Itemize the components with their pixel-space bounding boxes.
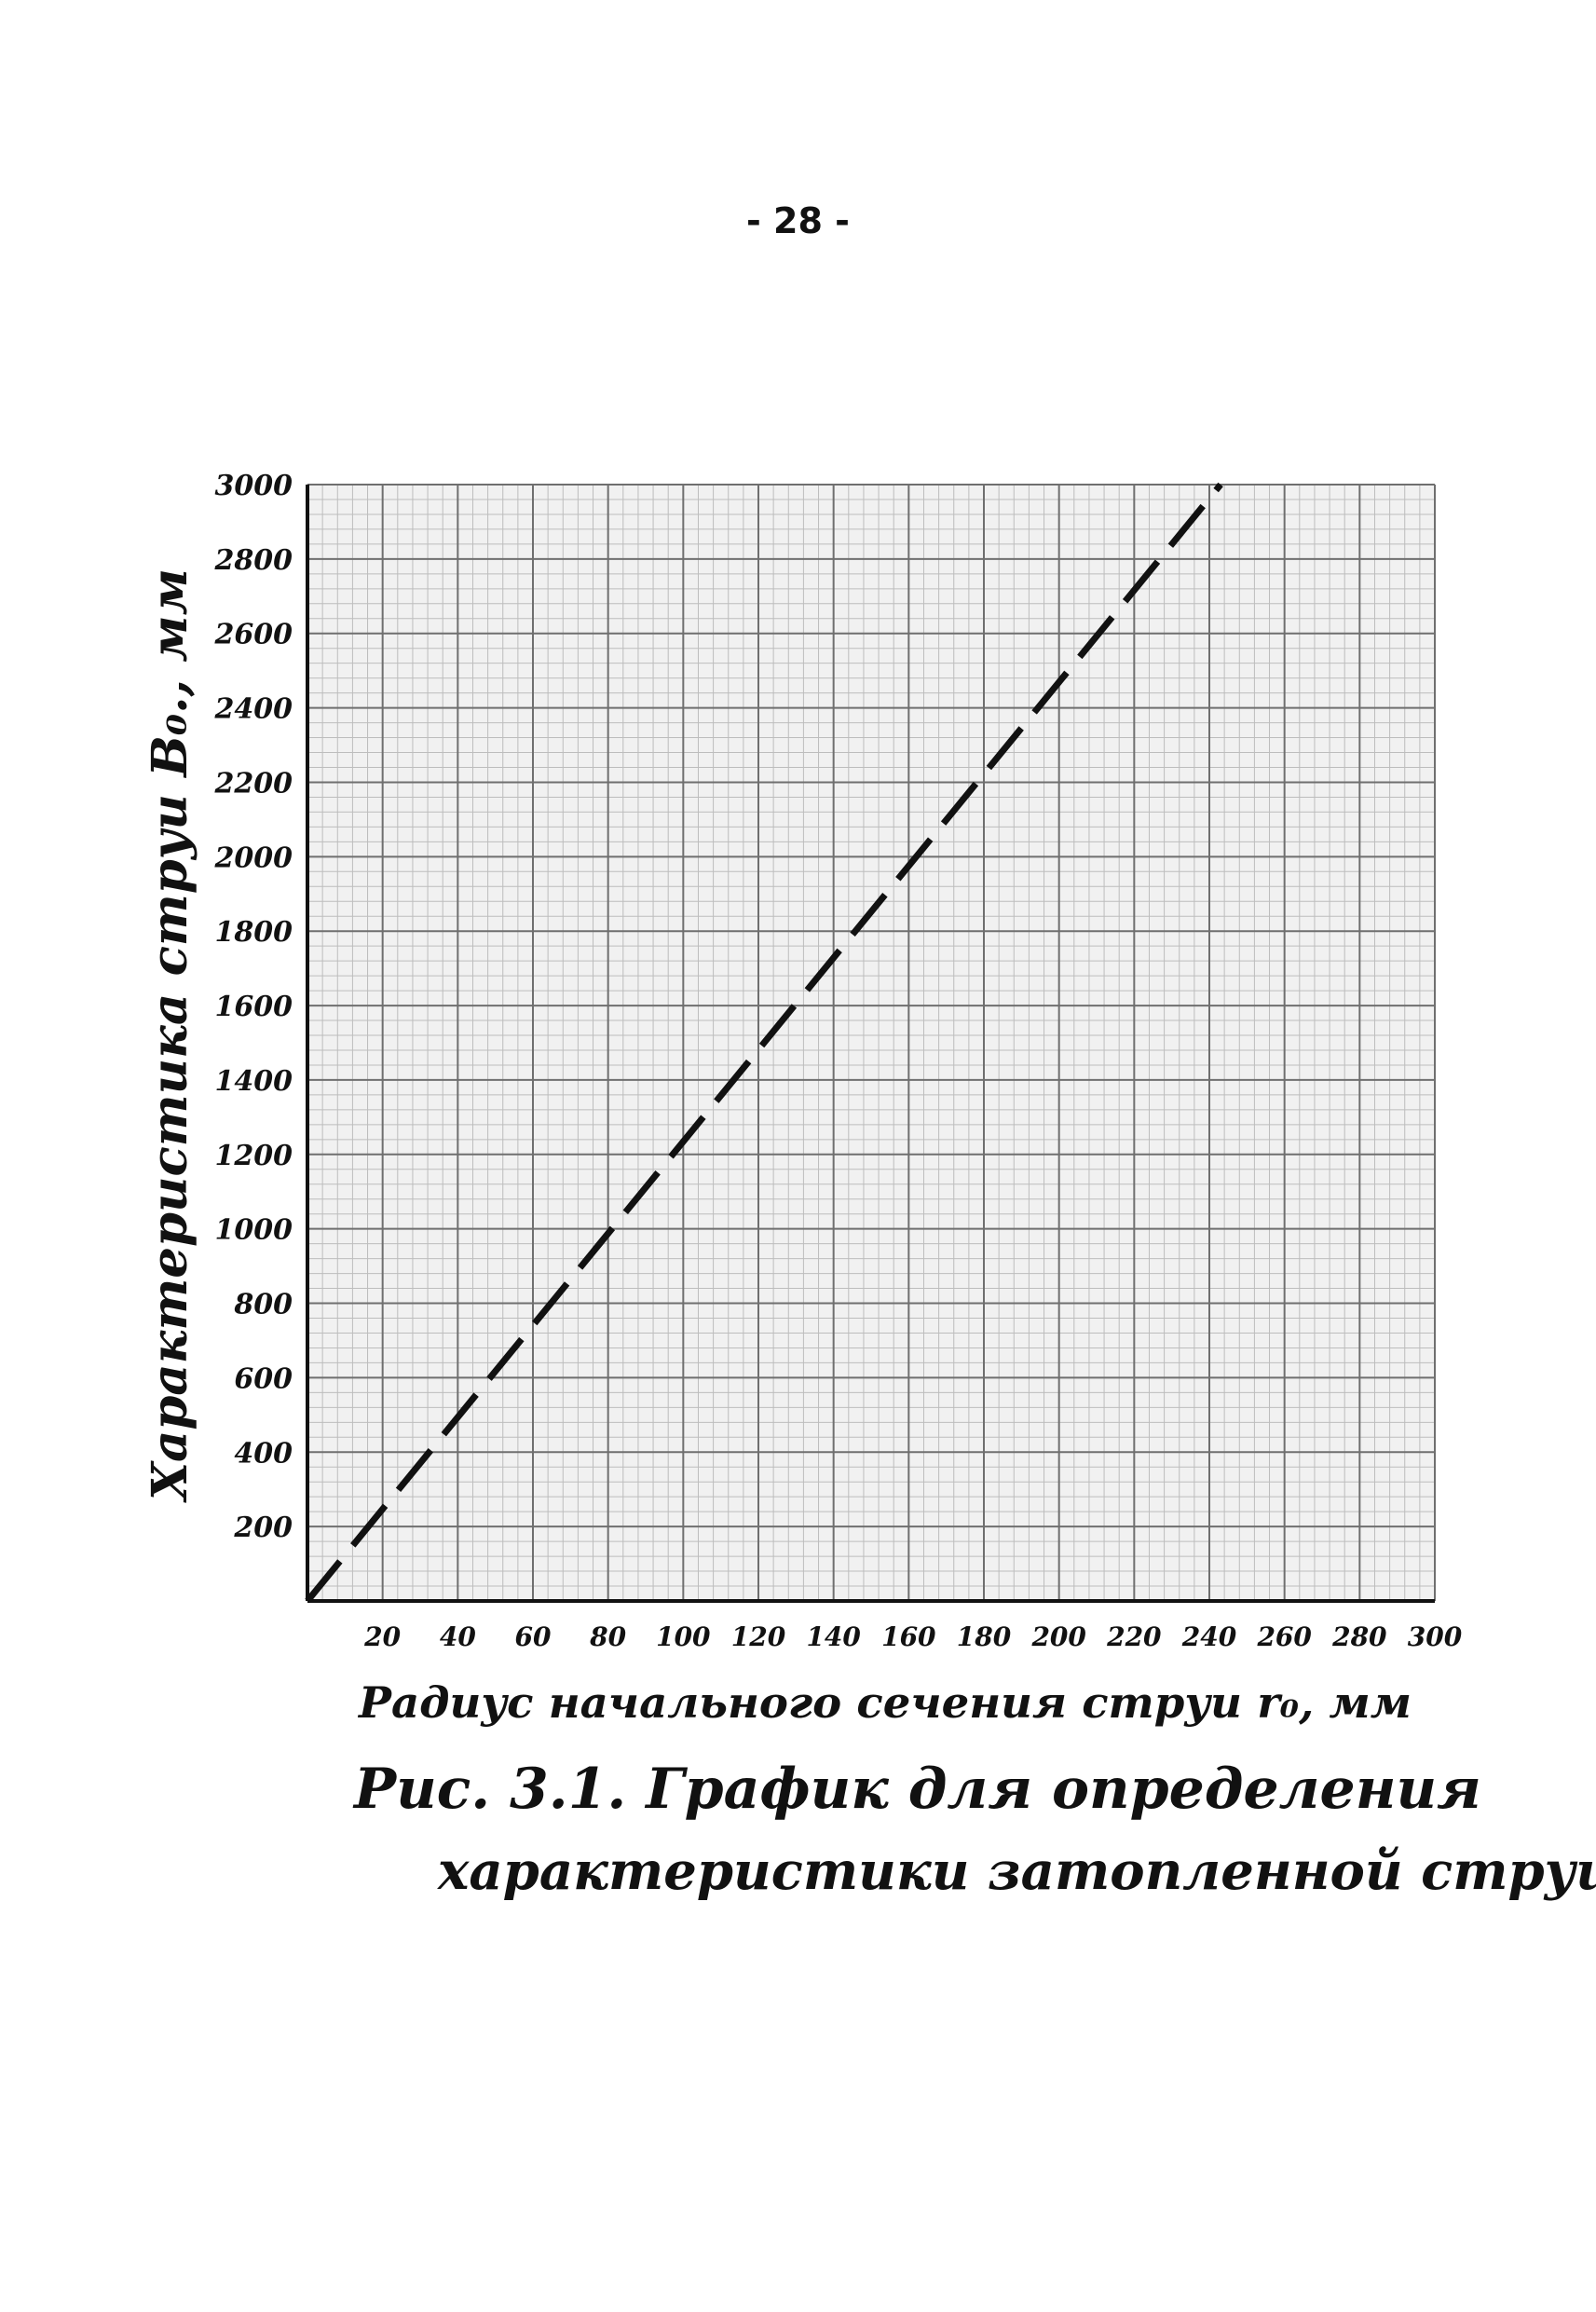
x-tick-label: 60 <box>515 1621 552 1652</box>
x-tick-label: 20 <box>363 1621 401 1652</box>
figure-caption-line-1: Рис. 3.1. График для определения <box>354 1757 1481 1822</box>
y-tick-label: 800 <box>233 1289 293 1321</box>
x-tick-label: 100 <box>656 1621 711 1652</box>
y-tick-label: 1600 <box>215 991 293 1023</box>
axes <box>306 485 1435 1603</box>
x-tick-label: 300 <box>1408 1621 1463 1652</box>
x-tick-label: 160 <box>881 1621 936 1652</box>
x-tick-label: 120 <box>731 1621 786 1652</box>
y-tick-label: 3000 <box>215 470 293 502</box>
page-number: - 28 - <box>746 200 850 241</box>
y-tick-label: 2400 <box>214 693 293 726</box>
grid-major <box>307 484 1436 1602</box>
x-tick-labels: 20 40 60 80 100 120 140 160 180 200 220 240 260 280 30… <box>363 1621 1463 1652</box>
y-tick-labels: 200 400 600 800 1000 1200 1400 1600 1800 2000 2200… <box>214 470 293 1544</box>
series-line-0 <box>305 482 1223 1604</box>
x-axis-label: Радиус начального сечения струи r₀, мм <box>357 1677 1412 1728</box>
x-tick-label: 260 <box>1256 1621 1312 1652</box>
y-tick-label: 2200 <box>214 767 293 800</box>
figure-caption-line-2: характеристики затопленной струи. <box>438 1840 1596 1902</box>
x-tick-label: 200 <box>1030 1621 1086 1652</box>
y-tick-label: 1800 <box>215 916 293 949</box>
x-tick-label: 280 <box>1331 1621 1387 1652</box>
y-tick-label: 1200 <box>215 1140 293 1172</box>
y-axis-label: Характеристика струи B₀., мм <box>142 568 198 1503</box>
x-tick-label: 180 <box>957 1621 1012 1652</box>
y-tick-label: 200 <box>233 1512 293 1544</box>
x-tick-label: 80 <box>589 1621 626 1652</box>
plot-area <box>307 485 1435 1601</box>
y-tick-label: 400 <box>234 1437 293 1470</box>
series-group <box>305 482 1223 1604</box>
y-tick-label: 600 <box>234 1362 293 1395</box>
y-tick-label: 2600 <box>214 619 293 651</box>
y-tick-label: 1400 <box>215 1065 293 1098</box>
y-tick-label: 2800 <box>214 544 293 577</box>
y-tick-label: 2000 <box>214 841 293 874</box>
x-tick-label: 240 <box>1181 1621 1237 1652</box>
x-tick-label: 40 <box>440 1621 476 1652</box>
y-tick-label: 1000 <box>215 1214 293 1247</box>
x-tick-label: 140 <box>806 1621 861 1652</box>
x-tick-label: 220 <box>1106 1621 1162 1652</box>
